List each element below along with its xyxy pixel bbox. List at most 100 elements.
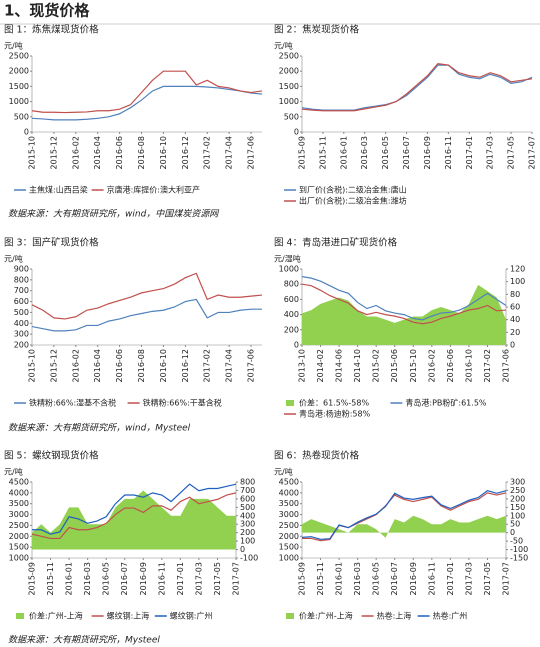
y-tick-label: 4000	[9, 488, 29, 497]
x-tick-label: 2016-11	[444, 136, 453, 169]
y-tick-label: 500	[14, 308, 29, 317]
x-tick-label: 2015-09	[298, 136, 307, 169]
chart-caption: 图 1：炼焦煤现货价格	[4, 24, 99, 36]
y-tick-label: 800	[14, 275, 29, 284]
line-series	[32, 483, 237, 535]
section-heading: 1、现货价格	[4, 2, 90, 20]
x-tick-label: 2015-10	[28, 136, 37, 169]
x-tick-label: 2017-06	[247, 136, 256, 169]
y-tick-label: 400	[14, 319, 29, 328]
y-tick-label: 0	[294, 128, 299, 137]
y-tick-label: 200	[284, 325, 299, 334]
area-series	[302, 284, 506, 345]
legend-swatch	[286, 400, 294, 406]
y2-tick-label: -50	[510, 537, 523, 546]
x-tick-label: 2017-02	[203, 349, 212, 382]
x-tick-label: 2016-11	[157, 562, 166, 595]
line-series	[31, 492, 237, 540]
x-tick-label: 2016-12	[181, 349, 190, 382]
x-tick-label: 2015-02	[372, 349, 381, 382]
legend-label: 价差：61.5%-58%	[299, 398, 369, 408]
x-tick-label: 2015-12	[49, 349, 58, 382]
y-tick-label: 900	[14, 265, 29, 274]
y2-tick-label: 0	[510, 528, 515, 537]
x-tick-label: 2017-06	[247, 349, 256, 382]
line-series	[301, 64, 533, 111]
y-tick-label: 2500	[9, 521, 29, 530]
x-tick-label: 2017-05	[213, 562, 222, 595]
y2-tick-label: -100	[510, 545, 528, 554]
x-tick-label: 2016-03	[360, 136, 369, 169]
y-tick-label: 1500	[9, 82, 29, 91]
x-tick-label: 2016-05	[381, 136, 390, 169]
y2-tick-label: 20	[510, 328, 520, 337]
y-tick-label: 3000	[9, 510, 29, 519]
y2-tick-label: 100	[510, 277, 525, 286]
legend-label: 出厂价(含税):二级冶金焦:潍坊	[299, 196, 407, 206]
y2-tick-label: 200	[510, 494, 525, 503]
y-tick-label: 0	[294, 341, 299, 350]
x-tick-label: 2015-11	[318, 136, 327, 169]
x-tick-label: 2015-10	[409, 349, 418, 382]
y-tick-label: 500	[284, 112, 299, 121]
x-tick-label: 2016-12	[181, 136, 190, 169]
y2-tick-label: 300	[240, 520, 255, 529]
y2-tick-label: 50	[510, 520, 520, 529]
legend-label: 铁精粉:66%:湿基不含税	[29, 398, 116, 408]
x-tick-label: 2014-10	[353, 349, 362, 382]
x-tick-label: 2014-02	[316, 349, 325, 382]
source-note: 数据来源：大有期货研究所，Mysteel	[8, 635, 160, 646]
y-tick-label: 3000	[279, 510, 299, 519]
legend-label: 螺纹钢:上海	[107, 611, 150, 621]
area-series	[302, 515, 506, 538]
y2-tick-label: 40	[510, 315, 520, 324]
chart-caption: 图 4：青岛港进口矿现货价格	[274, 237, 398, 249]
x-tick-label: 2014-06	[335, 349, 344, 382]
x-tick-label: 2016-01	[65, 562, 74, 595]
x-tick-label: 2016-02	[71, 136, 80, 169]
x-tick-label: 2017-03	[486, 136, 495, 169]
legend-label: 青岛港:杨迪粉:58%	[299, 409, 371, 419]
chart-caption: 图 3：国产矿现货价格	[4, 237, 99, 249]
line-series	[301, 490, 507, 540]
line-series	[301, 283, 507, 325]
y-tick-label: 2000	[279, 67, 299, 76]
legend-label: 到厂价(含税):二级冶金焦:唐山	[299, 185, 407, 195]
line-series	[31, 70, 263, 114]
x-tick-label: 2015-11	[46, 562, 55, 595]
y-tick-label: 4000	[279, 488, 299, 497]
x-tick-label: 2016-10	[159, 349, 168, 382]
y-tick-label: 4500	[279, 478, 299, 487]
y2-tick-label: 300	[510, 478, 525, 487]
y-tick-label: 200	[14, 341, 29, 350]
y-tick-label: 600	[284, 295, 299, 304]
x-tick-label: 2017-07	[502, 562, 511, 595]
y2-tick-label: 800	[240, 478, 255, 487]
y-tick-label: 2500	[9, 52, 29, 61]
x-tick-label: 2016-05	[372, 562, 381, 595]
x-tick-label: 2017-05	[507, 136, 516, 169]
y2-tick-label: 200	[240, 528, 255, 537]
chart: 图 6：热卷现货价格元/吨100015002000250030003500400…	[274, 450, 528, 621]
y2-tick-label: 150	[510, 503, 525, 512]
line-series	[301, 276, 507, 321]
x-tick-label: 2017-02	[483, 349, 492, 382]
y2-tick-label: 400	[240, 511, 255, 520]
line-series	[301, 62, 533, 112]
y-tick-label: 4500	[9, 478, 29, 487]
x-tick-label: 2016-10	[464, 349, 473, 382]
x-tick-label: 2016-09	[423, 136, 432, 169]
x-tick-label: 2017-07	[232, 562, 241, 595]
legend-label: 铁精粉:66%:干基含税	[143, 398, 222, 408]
x-tick-label: 2017-03	[194, 562, 203, 595]
x-tick-label: 2016-03	[83, 562, 92, 595]
line-series	[302, 492, 507, 542]
legend-label: 主焦煤:山西吕梁	[29, 185, 88, 195]
x-tick-label: 2016-07	[390, 562, 399, 595]
x-tick-label: 2016-05	[102, 562, 111, 595]
legend-label: 价差:广州-上海	[299, 611, 353, 621]
